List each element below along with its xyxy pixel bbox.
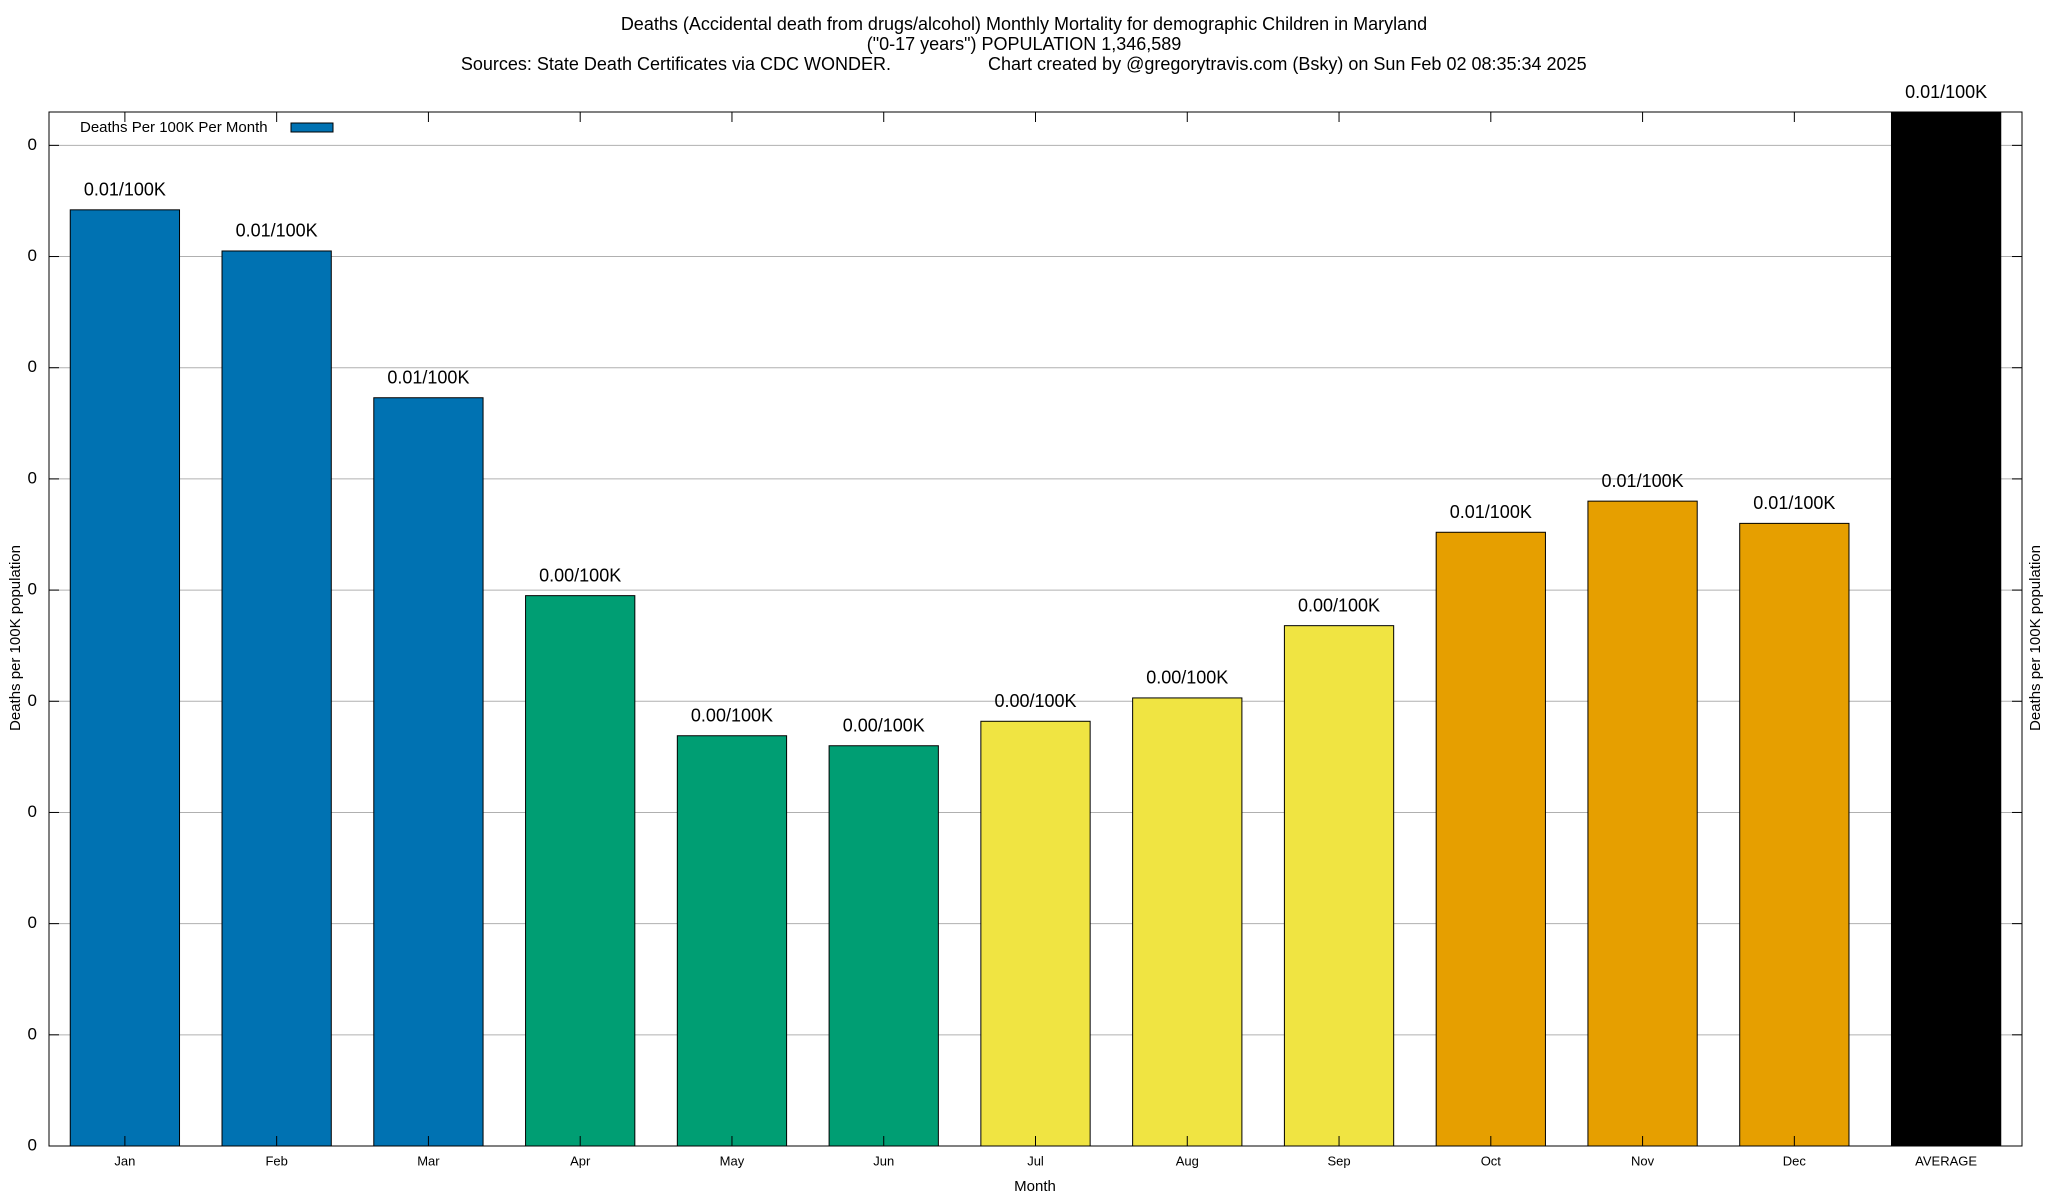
x-tick-label: Jan: [114, 1153, 135, 1168]
y-tick-label: 0: [28, 1135, 37, 1154]
x-tick-label: AVERAGE: [1915, 1153, 1977, 1168]
value-label: 0.01/100K: [1905, 82, 1987, 102]
y-tick-label: 0: [28, 135, 37, 154]
x-tick-label: Feb: [265, 1153, 287, 1168]
x-tick-label: Dec: [1783, 1153, 1807, 1168]
y-axis-label: Deaths per 100K population: [7, 545, 24, 731]
x-tick-label: Jul: [1027, 1153, 1044, 1168]
x-tick-label: Sep: [1327, 1153, 1350, 1168]
value-label: 0.01/100K: [84, 180, 166, 200]
bar: [69, 209, 181, 1147]
x-axis-label: Month: [1014, 1178, 1056, 1195]
bar: [1283, 625, 1395, 1147]
sources: Sources: State Death Certificates via CD…: [461, 54, 891, 74]
value-label: 0.00/100K: [994, 691, 1076, 711]
value-label: 0.00/100K: [843, 715, 925, 735]
bar: [1587, 500, 1698, 1147]
value-label: 0.01/100K: [1450, 502, 1532, 522]
y-tick-label: 0: [28, 468, 37, 487]
bar: [676, 735, 788, 1147]
x-tick-label: Mar: [417, 1153, 440, 1168]
value-label: 0.00/100K: [691, 705, 773, 725]
value-label: 0.00/100K: [539, 565, 621, 585]
bar: [221, 250, 332, 1147]
x-tick-label: May: [720, 1153, 745, 1168]
value-label: 0.00/100K: [1146, 668, 1228, 688]
value-label: 0.01/100K: [236, 221, 318, 241]
bar: [525, 595, 636, 1147]
bar: [373, 397, 484, 1147]
y-tick-label: 0: [28, 802, 37, 821]
bar: [828, 745, 939, 1147]
bar: [1890, 111, 2002, 1147]
value-label: 0.01/100K: [1753, 493, 1835, 513]
y-tick-label: 0: [28, 580, 37, 599]
bar: [1132, 697, 1243, 1147]
plot-frame: [48, 111, 2023, 1147]
bar: [1435, 531, 1546, 1147]
x-tick-label: Apr: [570, 1153, 591, 1168]
x-tick-label: Aug: [1176, 1153, 1199, 1168]
y-tick-label: 0: [28, 691, 37, 710]
x-tick-label: Oct: [1481, 1153, 1502, 1168]
legend-label: Deaths Per 100K Per Month: [80, 119, 268, 136]
chart-title: Deaths (Accidental death from drugs/alco…: [621, 14, 1427, 34]
value-label: 0.01/100K: [387, 367, 469, 387]
x-tick-label: Nov: [1631, 1153, 1655, 1168]
y-tick-label: 0: [28, 913, 37, 932]
bar: [1739, 522, 1850, 1147]
bar: [980, 720, 1091, 1147]
y-tick-label: 0: [28, 246, 37, 265]
value-label: 0.00/100K: [1298, 595, 1380, 615]
x-tick-label: Jun: [873, 1153, 894, 1168]
credit: Chart created by @gregorytravis.com (Bsk…: [988, 54, 1587, 74]
y2-axis-label: Deaths per 100K population: [2027, 545, 2044, 731]
legend-swatch: [290, 122, 334, 133]
y-tick-label: 0: [28, 1024, 37, 1043]
chart-subtitle: ("0-17 years") POPULATION 1,346,589: [867, 34, 1182, 54]
y-tick-label: 0: [28, 357, 37, 376]
value-label: 0.01/100K: [1602, 471, 1684, 491]
